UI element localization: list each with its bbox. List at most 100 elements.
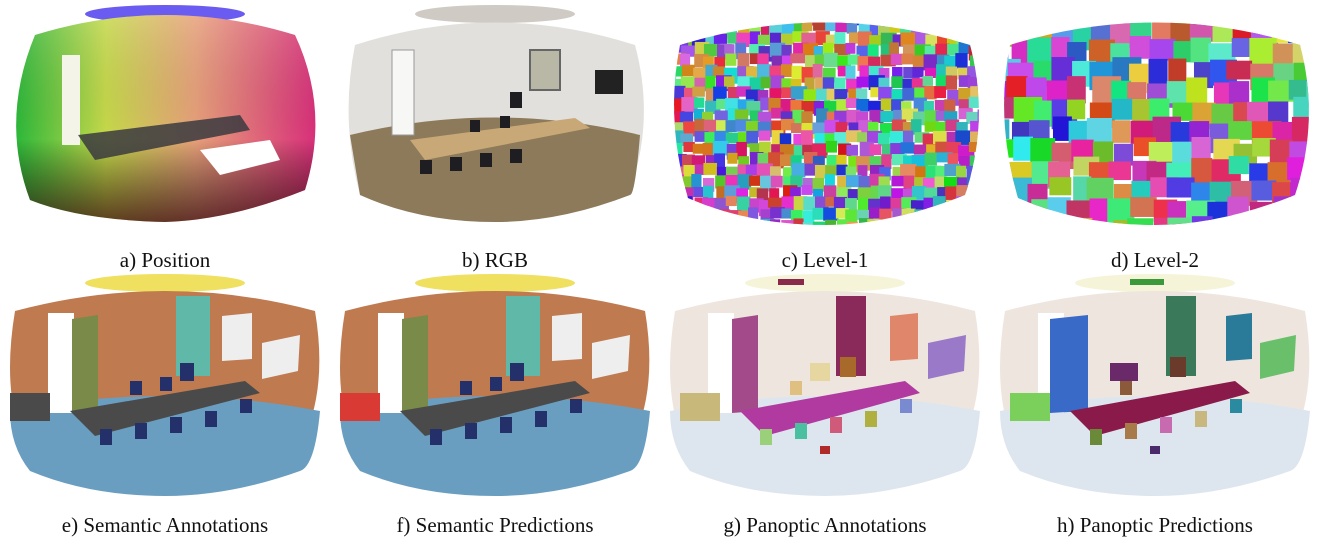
- superpoint-cell: [662, 2, 672, 15]
- superpoint-cell: [792, 109, 805, 126]
- panel-semantic-annotations: e) Semantic Annotations: [0, 271, 330, 542]
- superpoint-cell: [714, 1, 728, 17]
- superpoint-cell: [704, 132, 716, 145]
- superpoint-cell: [955, 165, 967, 181]
- superpoint-cell: [803, 89, 820, 104]
- superpoint-cell: [771, 130, 784, 145]
- caption-rgb: b) RGB: [462, 248, 528, 272]
- superpoint-cell: [1286, 200, 1309, 221]
- superpoint-cell: [724, 76, 735, 89]
- superpoint-cell: [970, 131, 979, 146]
- superpoint-cell: [780, 154, 795, 167]
- superpoint-cell: [812, 221, 827, 225]
- superpoint-cell: [694, 97, 705, 108]
- superpoint-cell: [1148, 58, 1168, 88]
- superpoint-cell: [856, 1, 866, 11]
- superpoint-cell: [1150, 0, 1179, 19]
- superpoint-cell: [1090, 223, 1111, 225]
- superpoint-cell: [933, 130, 948, 145]
- superpoint-cell: [790, 123, 802, 134]
- superpoint-cell: [814, 196, 829, 209]
- superpoint-cell: [781, 118, 795, 131]
- superpoint-cell: [956, 185, 971, 201]
- superpoint-cell: [1090, 0, 1113, 16]
- superpoint-cell: [1289, 141, 1308, 162]
- superpoint-cell: [956, 231, 968, 245]
- superpoint-cell: [1168, 58, 1187, 84]
- superpoint-cell: [1052, 116, 1072, 141]
- superpoint-cell: [703, 119, 719, 134]
- superpoint-cell: [947, 231, 959, 245]
- superpoint-cell: [749, 31, 761, 48]
- superpoint-cell: [814, 0, 825, 11]
- superpoint-cell: [674, 44, 677, 61]
- superpoint-cell: [1213, 222, 1243, 225]
- superpoint-cell: [902, 230, 916, 243]
- superpoint-cell: [811, 22, 825, 24]
- superpoint-cell: [967, 0, 982, 13]
- superpoint-cell: [958, 22, 970, 25]
- superpoint-cell: [674, 85, 686, 101]
- superpoint-cell: [1273, 196, 1303, 218]
- superpoint-cell: [911, 185, 927, 200]
- superpoint-cell: [705, 155, 719, 167]
- superpoint-cell: [880, 54, 896, 67]
- superpoint-cell: [910, 22, 922, 34]
- superpoint-cell: [1191, 157, 1213, 187]
- superpoint-cell: [834, 32, 846, 44]
- superpoint-cell: [935, 121, 947, 133]
- superpoint-cell: [815, 88, 831, 101]
- superpoint-cell: [1129, 36, 1152, 59]
- superpoint-cell: [681, 45, 696, 57]
- superpoint-cell: [823, 207, 839, 221]
- superpoint-cell: [737, 22, 750, 25]
- superpoint-cell: [1288, 79, 1309, 100]
- superpoint-cell: [812, 64, 823, 79]
- superpoint-cell: [822, 42, 834, 58]
- caption-semantic-annotations: e) Semantic Annotations: [61, 513, 269, 537]
- superpoint-cell: [878, 220, 890, 225]
- superpoint-cell: [924, 67, 938, 78]
- superpoint-cell: [981, 175, 990, 189]
- superpoint-cell: [980, 153, 990, 166]
- superpoint-cell: [1004, 181, 1019, 205]
- superpoint-cell: [781, 78, 792, 95]
- superpoint-cell: [716, 186, 729, 200]
- superpoint-cell: [769, 42, 786, 58]
- superpoint-cell: [849, 32, 863, 44]
- superpoint-cell: [702, 142, 715, 156]
- superpoint-cell: [847, 189, 860, 200]
- superpoint-cell: [967, 66, 979, 81]
- superpoint-cell: [801, 101, 817, 114]
- superpoint-cell: [812, 155, 825, 167]
- superpoint-cell: [857, 197, 869, 215]
- level2-partition-image: [1004, 0, 1320, 225]
- superpoint-cell: [660, 11, 675, 21]
- superpoint-cell: [1293, 62, 1309, 83]
- superpoint-cell: [1286, 219, 1307, 225]
- superpoint-cell: [802, 229, 813, 245]
- superpoint-cell: [1310, 120, 1320, 139]
- superpoint-cell: [680, 53, 691, 68]
- superpoint-cell: [948, 0, 964, 12]
- superpoint-cell: [813, 22, 828, 31]
- panel-level1: c) Level-1: [660, 0, 990, 272]
- superpoint-cell: [857, 31, 872, 48]
- superpoint-cell: [870, 232, 881, 248]
- superpoint-cell: [681, 64, 695, 77]
- superpoint-cell: [825, 196, 836, 207]
- superpoint-cell: [879, 167, 891, 181]
- superpoint-cell: [891, 188, 907, 199]
- superpoint-cell: [878, 10, 888, 22]
- superpoint-cell: [981, 33, 990, 44]
- superpoint-cell: [878, 67, 890, 79]
- superpoint-cell: [790, 175, 803, 188]
- superpoint-cell: [901, 208, 916, 223]
- superpoint-cell: [683, 142, 695, 153]
- superpoint-cell: [1170, 22, 1196, 46]
- superpoint-cell: [835, 0, 848, 10]
- superpoint-cell: [889, 42, 899, 58]
- superpoint-cell: [780, 33, 795, 45]
- superpoint-cell: [793, 218, 804, 225]
- superpoint-cell: [825, 165, 838, 176]
